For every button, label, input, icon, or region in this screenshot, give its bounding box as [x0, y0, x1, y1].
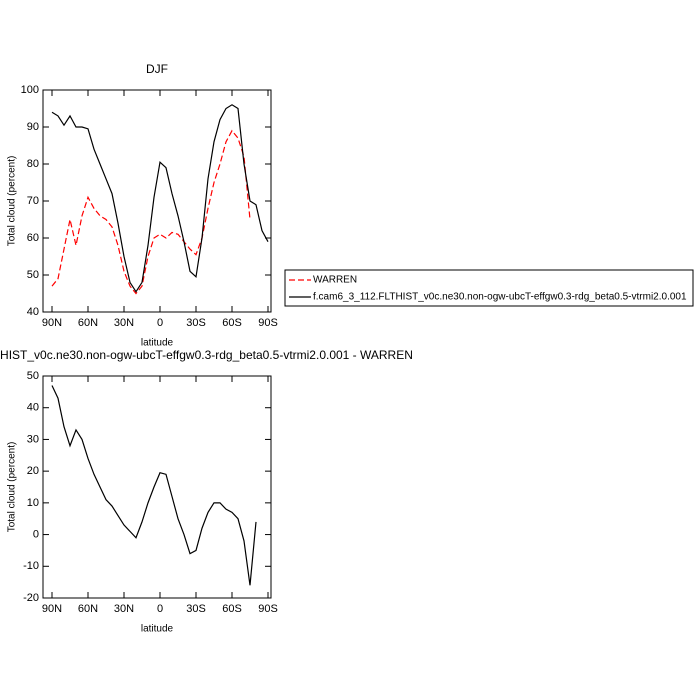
data-line: [51, 129, 251, 295]
chart-title: DJF: [146, 62, 168, 76]
x-tick-label: 30S: [186, 317, 206, 329]
x-tick-label: 0: [157, 317, 163, 329]
x-tick-label: 30N: [114, 317, 134, 329]
x-tick-label: 90S: [258, 603, 278, 615]
x-tick-label: 60S: [222, 603, 242, 615]
x-axis-label: latitude: [141, 624, 174, 635]
y-tick-label: 40: [27, 306, 39, 318]
y-tick-label: 30: [27, 433, 39, 445]
y-tick-label: 100: [21, 84, 39, 96]
x-tick-label: 0: [157, 603, 163, 615]
y-tick-label: 80: [27, 158, 39, 170]
chart-title: f.cam6_3_112.FLTHIST_v0c.ne30.non-ogw-ub…: [0, 348, 413, 362]
y-tick-label: 40: [27, 402, 39, 414]
y-tick-label: 50: [27, 370, 39, 382]
x-axis-label: latitude: [141, 338, 174, 349]
x-tick-label: 60N: [78, 317, 98, 329]
y-tick-label: 0: [33, 528, 39, 540]
y-tick-label: 60: [27, 232, 39, 244]
data-line: [51, 385, 257, 586]
x-tick-label: 30S: [186, 603, 206, 615]
data-line: [51, 104, 269, 293]
y-tick-label: -10: [23, 560, 39, 572]
x-tick-label: 60N: [78, 603, 98, 615]
y-tick-label: 20: [27, 465, 39, 477]
legend-box: [284, 269, 694, 307]
y-axis-label: Total cloud (percent): [7, 156, 18, 247]
legend-label: WARREN: [313, 275, 357, 286]
y-tick-label: 10: [27, 497, 39, 509]
x-tick-label: 30N: [114, 603, 134, 615]
y-tick-label: 70: [27, 195, 39, 207]
x-tick-label: 60S: [222, 317, 242, 329]
x-tick-label: 90S: [258, 317, 278, 329]
y-tick-label: 50: [27, 269, 39, 281]
x-tick-label: 90N: [42, 603, 62, 615]
y-tick-label: 90: [27, 121, 39, 133]
y-axis-label: Total cloud (percent): [7, 442, 18, 533]
x-tick-label: 90N: [42, 317, 62, 329]
y-tick-label: -20: [23, 592, 39, 604]
plot-frame: [42, 89, 272, 313]
legend-label: f.cam6_3_112.FLTHIST_v0c.ne30.non-ogw-ub…: [313, 292, 687, 303]
plot-frame: [42, 375, 272, 599]
